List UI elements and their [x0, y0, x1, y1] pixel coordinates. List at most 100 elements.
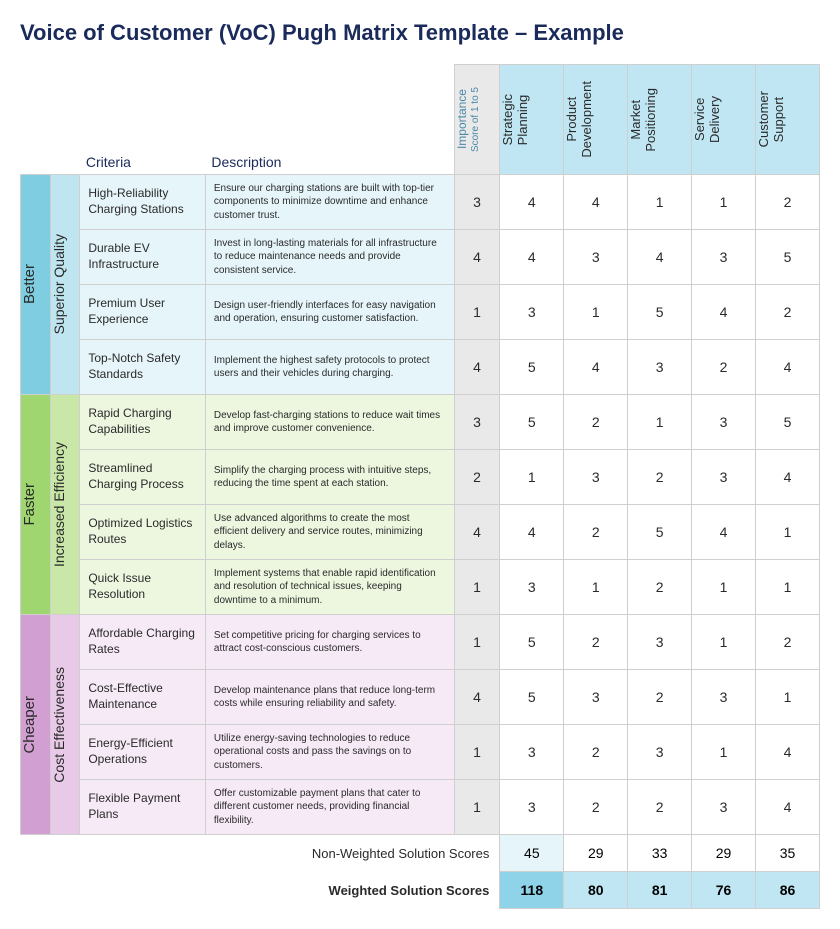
importance-cell: 1: [454, 725, 500, 780]
score-cell: 5: [500, 615, 564, 670]
score-cell: 3: [692, 395, 756, 450]
score-cell: 3: [692, 670, 756, 725]
criteria-cell: Rapid Charging Capabilities: [80, 395, 206, 450]
criteria-cell: Energy-Efficient Operations: [80, 725, 206, 780]
score-cell: 4: [756, 340, 820, 395]
score-cell: 5: [500, 670, 564, 725]
header-criteria: Criteria: [80, 65, 206, 175]
non-weighted-cell: 29: [692, 835, 756, 872]
score-cell: 4: [500, 505, 564, 560]
score-cell: 4: [692, 285, 756, 340]
group-outer: Faster: [21, 395, 51, 615]
score-cell: 4: [628, 230, 692, 285]
description-cell: Develop maintenance plans that reduce lo…: [205, 670, 454, 725]
group-inner: Increased Efficiency: [50, 395, 80, 615]
score-cell: 3: [692, 230, 756, 285]
weighted-cell: 81: [628, 872, 692, 909]
score-cell: 5: [500, 395, 564, 450]
score-cell: 3: [500, 725, 564, 780]
criteria-cell: Flexible Payment Plans: [80, 780, 206, 835]
score-cell: 5: [756, 230, 820, 285]
score-cell: 5: [628, 505, 692, 560]
importance-cell: 4: [454, 340, 500, 395]
score-cell: 3: [564, 230, 628, 285]
importance-cell: 4: [454, 505, 500, 560]
score-cell: 3: [628, 725, 692, 780]
score-cell: 5: [500, 340, 564, 395]
importance-cell: 3: [454, 175, 500, 230]
score-cell: 4: [500, 175, 564, 230]
weighted-label: Weighted Solution Scores: [21, 872, 500, 909]
description-cell: Implement the highest safety protocols t…: [205, 340, 454, 395]
weighted-cell: 118: [500, 872, 564, 909]
weighted-cell: 86: [756, 872, 820, 909]
score-cell: 3: [500, 780, 564, 835]
group-outer: Cheaper: [21, 615, 51, 835]
score-cell: 2: [756, 615, 820, 670]
description-cell: Utilize energy-saving technologies to re…: [205, 725, 454, 780]
description-cell: Ensure our charging stations are built w…: [205, 175, 454, 230]
criteria-cell: Durable EV Infrastructure: [80, 230, 206, 285]
header-description: Description: [205, 65, 454, 175]
importance-cell: 3: [454, 395, 500, 450]
score-cell: 1: [756, 505, 820, 560]
score-cell: 3: [628, 340, 692, 395]
score-cell: 4: [500, 230, 564, 285]
score-cell: 4: [756, 450, 820, 505]
header-solution: ServiceDelivery: [692, 65, 756, 175]
header-solution: ProductDevelopment: [564, 65, 628, 175]
score-cell: 5: [628, 285, 692, 340]
criteria-cell: Affordable Charging Rates: [80, 615, 206, 670]
criteria-cell: Premium User Experience: [80, 285, 206, 340]
criteria-cell: Streamlined Charging Process: [80, 450, 206, 505]
score-cell: 2: [564, 505, 628, 560]
weighted-cell: 80: [564, 872, 628, 909]
description-cell: Set competitive pricing for charging ser…: [205, 615, 454, 670]
importance-cell: 1: [454, 780, 500, 835]
pugh-matrix-table: CriteriaDescriptionImportanceScore of 1 …: [20, 64, 820, 909]
score-cell: 3: [564, 670, 628, 725]
non-weighted-cell: 35: [756, 835, 820, 872]
score-cell: 1: [564, 285, 628, 340]
importance-cell: 4: [454, 230, 500, 285]
score-cell: 3: [692, 450, 756, 505]
criteria-cell: High-Reliability Charging Stations: [80, 175, 206, 230]
description-cell: Use advanced algorithms to create the mo…: [205, 505, 454, 560]
criteria-cell: Optimized Logistics Routes: [80, 505, 206, 560]
score-cell: 1: [692, 175, 756, 230]
page-title: Voice of Customer (VoC) Pugh Matrix Temp…: [20, 20, 820, 46]
score-cell: 2: [564, 395, 628, 450]
description-cell: Design user-friendly interfaces for easy…: [205, 285, 454, 340]
description-cell: Implement systems that enable rapid iden…: [205, 560, 454, 615]
header-importance: ImportanceScore of 1 to 5: [454, 65, 500, 175]
score-cell: 1: [756, 560, 820, 615]
score-cell: 2: [756, 175, 820, 230]
score-cell: 1: [756, 670, 820, 725]
score-cell: 2: [628, 670, 692, 725]
score-cell: 1: [500, 450, 564, 505]
non-weighted-cell: 45: [500, 835, 564, 872]
score-cell: 3: [692, 780, 756, 835]
non-weighted-cell: 29: [564, 835, 628, 872]
non-weighted-cell: 33: [628, 835, 692, 872]
score-cell: 3: [500, 285, 564, 340]
importance-cell: 1: [454, 615, 500, 670]
score-cell: 2: [692, 340, 756, 395]
score-cell: 2: [628, 560, 692, 615]
importance-cell: 1: [454, 560, 500, 615]
non-weighted-label: Non-Weighted Solution Scores: [21, 835, 500, 872]
score-cell: 1: [692, 615, 756, 670]
score-cell: 1: [692, 560, 756, 615]
score-cell: 1: [692, 725, 756, 780]
score-cell: 3: [500, 560, 564, 615]
score-cell: 2: [628, 450, 692, 505]
score-cell: 4: [692, 505, 756, 560]
header-solution: MarketPositioning: [628, 65, 692, 175]
score-cell: 4: [756, 780, 820, 835]
score-cell: 4: [564, 340, 628, 395]
description-cell: Simplify the charging process with intui…: [205, 450, 454, 505]
description-cell: Offer customizable payment plans that ca…: [205, 780, 454, 835]
score-cell: 2: [564, 780, 628, 835]
score-cell: 3: [564, 450, 628, 505]
group-inner: Superior Quality: [50, 175, 80, 395]
